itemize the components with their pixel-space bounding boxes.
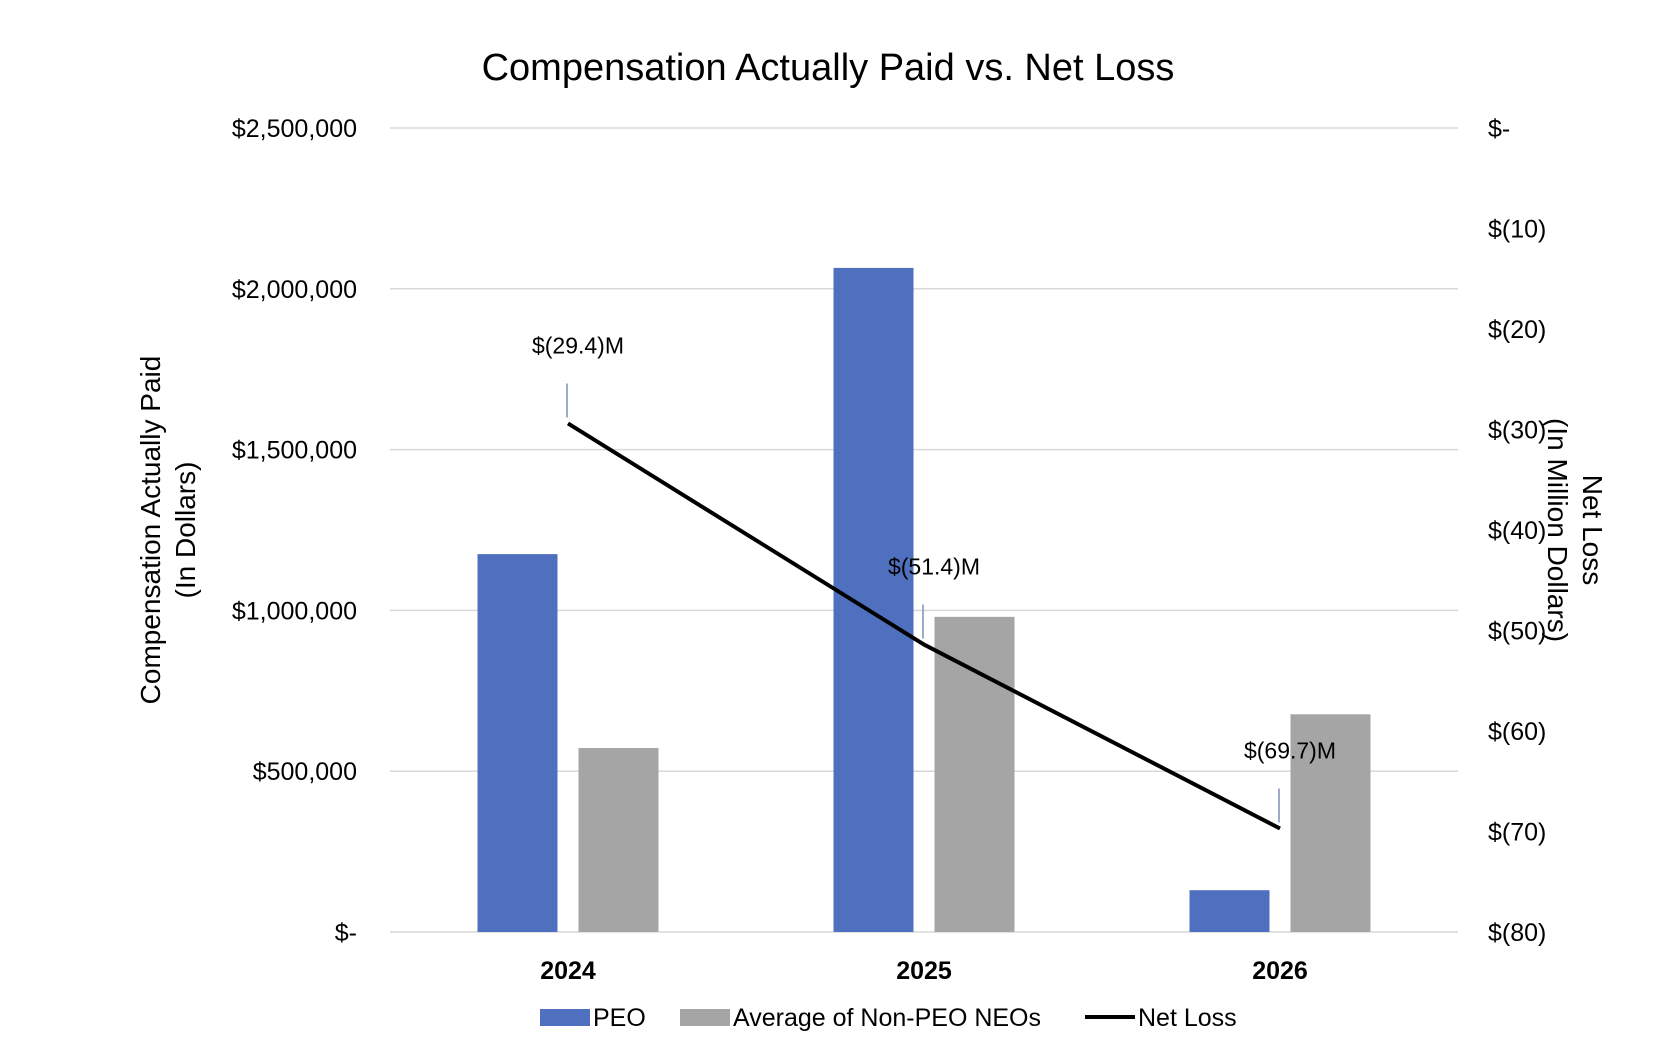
left-tick-label: $2,000,000 xyxy=(232,276,357,304)
category-label: 2024 xyxy=(540,957,596,985)
left-axis-label-line2: (In Dollars) xyxy=(170,462,201,599)
legend-label: Net Loss xyxy=(1138,1004,1237,1032)
gridlines xyxy=(390,127,1458,933)
bar-peo-2025 xyxy=(833,267,914,932)
right-axis-label-line2: (In Million Dollars) xyxy=(1542,418,1573,642)
bar-average-of-non-peo-neos-2024 xyxy=(578,748,659,932)
right-tick-label: $(70) xyxy=(1488,819,1546,847)
right-tick-label: $(10) xyxy=(1488,216,1546,244)
net-loss-data-label: $(51.4)M xyxy=(888,554,980,580)
net-loss-line-group: $(29.4)M $(51.4)M $(69.7)M xyxy=(532,332,1336,831)
right-tick-label: $(80) xyxy=(1488,919,1546,947)
legend: PEO Average of Non-PEO NEOs Net Loss xyxy=(540,1004,1237,1032)
right-tick-label: $(30) xyxy=(1488,417,1546,445)
legend-swatch xyxy=(540,1009,590,1026)
left-tick-label: $1,000,000 xyxy=(232,597,357,625)
left-tick-label: $500,000 xyxy=(253,758,357,786)
net-loss-data-label: $(69.7)M xyxy=(1244,737,1336,763)
category-labels: 2024 2025 2026 xyxy=(540,957,1308,985)
chart-title: Compensation Actually Paid vs. Net Loss xyxy=(482,47,1175,89)
left-axis-label-line1: Compensation Actually Paid xyxy=(135,356,166,705)
net-loss-line xyxy=(566,421,1281,831)
category-label: 2026 xyxy=(1252,957,1308,985)
right-axis-ticks: $- $(10) $(20) $(30) $(40) $(50) $(60) $(70) $(8… xyxy=(1488,115,1546,947)
left-tick-label: $1,500,000 xyxy=(232,437,357,465)
bar-peo-2026 xyxy=(1189,890,1270,932)
bar-peo-2024 xyxy=(477,554,558,932)
net-loss-data-label: $(29.4)M xyxy=(532,332,624,358)
left-tick-label: $2,500,000 xyxy=(232,115,357,143)
legend-label: PEO xyxy=(593,1004,646,1032)
right-axis-label-line1: Net Loss xyxy=(1577,475,1608,586)
right-tick-label: $(50) xyxy=(1488,618,1546,646)
bars xyxy=(477,267,1371,932)
right-tick-label: $(40) xyxy=(1488,517,1546,545)
right-tick-label: $(60) xyxy=(1488,718,1546,746)
legend-swatch xyxy=(680,1009,730,1026)
bar-average-of-non-peo-neos-2025 xyxy=(934,616,1015,932)
right-tick-label: $(20) xyxy=(1488,316,1546,344)
left-tick-label: $- xyxy=(335,919,357,947)
category-label: 2025 xyxy=(896,957,952,985)
bar-average-of-non-peo-neos-2026 xyxy=(1290,714,1371,932)
right-tick-label: $- xyxy=(1488,115,1510,143)
legend-label: Average of Non-PEO NEOs xyxy=(733,1004,1041,1032)
left-axis-ticks: $- $500,000 $1,000,000 $1,500,000 $2,000,000… xyxy=(232,115,357,947)
